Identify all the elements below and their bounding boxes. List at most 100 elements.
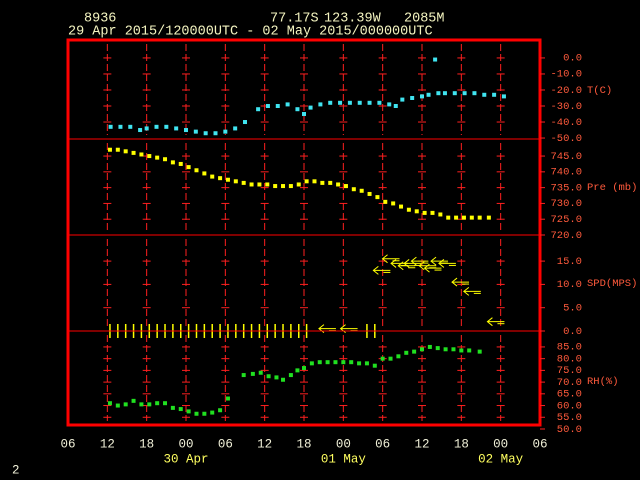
y-tick-label: -30.0 — [550, 101, 582, 113]
data-point — [275, 104, 280, 108]
data-point — [178, 161, 183, 166]
data-point — [482, 92, 487, 97]
y-tick-label: -10.0 — [550, 69, 582, 81]
data-point — [469, 215, 474, 220]
data-point — [241, 180, 246, 185]
data-point — [462, 91, 467, 96]
y-tick-label: 745.0 — [550, 151, 582, 163]
data-point — [436, 91, 441, 96]
data-point — [400, 97, 405, 102]
data-point — [312, 179, 317, 184]
data-point — [273, 184, 278, 189]
y-tick-label: -20.0 — [550, 85, 582, 97]
data-point — [454, 215, 459, 220]
x-tick-label: 12 — [414, 437, 429, 451]
y-tick-label: 735.0 — [550, 182, 582, 194]
y-tick-label: 15.0 — [557, 256, 582, 268]
arrow-head — [397, 261, 404, 271]
data-point — [318, 102, 323, 107]
data-point — [349, 360, 354, 365]
data-point — [325, 360, 330, 365]
data-point — [115, 403, 120, 408]
data-point — [186, 165, 191, 170]
data-point — [202, 171, 207, 176]
data-point — [459, 348, 464, 353]
data-point — [186, 409, 191, 414]
elevation: 2085M — [404, 12, 445, 27]
data-point — [285, 102, 290, 107]
arrow-head — [486, 317, 493, 327]
data-point — [202, 411, 207, 416]
data-point — [420, 347, 424, 352]
data-point — [131, 398, 136, 403]
latitude: 77.17S — [270, 12, 319, 27]
data-point — [399, 204, 404, 209]
y-axis-label: T(C) — [587, 85, 612, 97]
x-tick-label: 00 — [336, 437, 351, 451]
data-point — [367, 100, 372, 105]
data-point — [438, 212, 443, 217]
data-point — [281, 377, 286, 382]
y-tick-label: 60.0 — [557, 400, 582, 412]
data-point — [118, 124, 123, 129]
y-tick-label: 0.0 — [563, 53, 582, 65]
data-point — [210, 410, 215, 415]
data-point — [233, 179, 238, 184]
data-point — [336, 182, 341, 187]
data-point — [492, 92, 497, 97]
data-point — [144, 126, 149, 131]
data-point — [341, 360, 346, 365]
data-point — [295, 107, 300, 112]
x-tick-label: 06 — [532, 437, 547, 451]
data-point — [433, 57, 438, 62]
x-tick-label: 18 — [454, 437, 469, 451]
x-tick-label: 12 — [257, 437, 272, 451]
data-point — [442, 91, 447, 96]
arrow-head — [463, 286, 470, 296]
data-point — [347, 100, 352, 105]
frame — [66, 38, 542, 427]
data-point — [461, 215, 466, 220]
data-point — [304, 179, 309, 184]
data-point — [265, 104, 270, 108]
arrow-head — [403, 259, 410, 268]
data-point — [256, 107, 261, 112]
data-point — [472, 91, 477, 96]
data-point — [155, 155, 160, 160]
data-point — [123, 402, 128, 407]
arrow-head — [423, 263, 430, 273]
data-point — [147, 154, 152, 159]
y-axis-label: RH(%) — [587, 376, 619, 388]
x-tick-label: 00 — [493, 437, 508, 451]
data-point — [387, 102, 392, 107]
wind-arrow — [486, 317, 505, 327]
data-point — [412, 349, 417, 354]
data-point — [218, 408, 223, 413]
data-point — [420, 94, 424, 99]
data-point — [170, 160, 175, 165]
data-point — [218, 176, 223, 181]
data-point — [155, 401, 160, 406]
data-point — [107, 401, 112, 406]
arrow-head — [381, 254, 388, 264]
x-tick-label: 00 — [178, 437, 193, 451]
y-tick-label: 80.0 — [557, 353, 582, 365]
data-point — [265, 182, 270, 187]
data-point — [380, 356, 385, 361]
data-point — [338, 100, 343, 105]
data-point — [266, 374, 271, 379]
y-tick-label: 75.0 — [557, 365, 582, 377]
y-tick-label: 70.0 — [557, 377, 582, 389]
arrow-head — [451, 277, 458, 287]
data-point — [391, 201, 396, 206]
data-point — [414, 209, 419, 214]
wind-arrow — [372, 266, 391, 275]
data-point — [128, 124, 133, 129]
data-point — [288, 373, 293, 378]
data-point — [501, 94, 506, 99]
data-point — [430, 210, 435, 215]
period: 29 Apr 2015/120000UTC - 02 May 2015/0000… — [68, 25, 433, 40]
data-point — [377, 100, 382, 105]
